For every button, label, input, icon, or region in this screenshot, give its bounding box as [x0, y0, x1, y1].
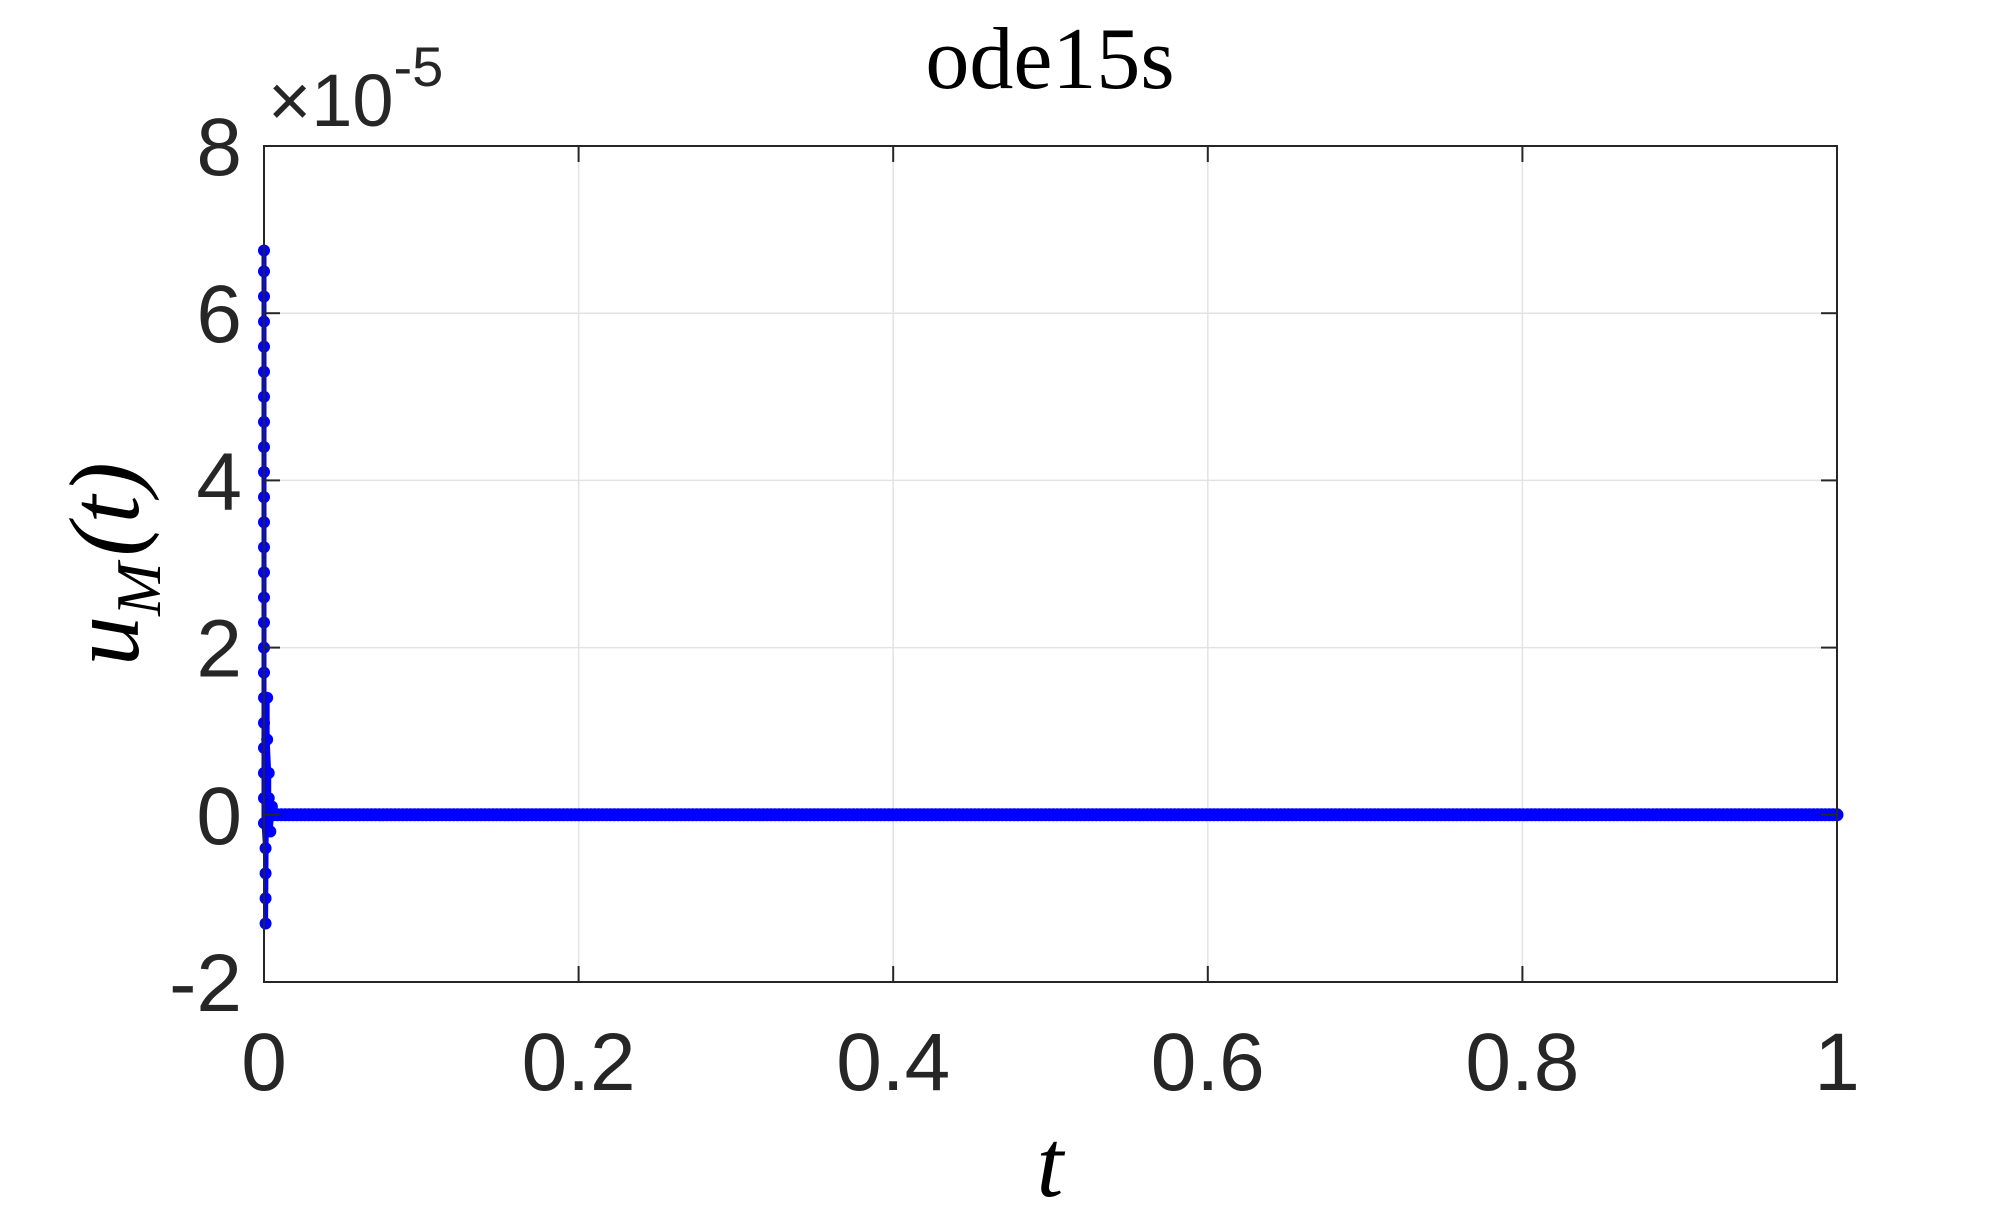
- y-tick-label: 8: [196, 102, 242, 193]
- x-tick-label: 0.2: [522, 1017, 636, 1108]
- x-tick-label: 0.8: [1465, 1017, 1579, 1108]
- y-tick-label: 0: [196, 771, 242, 862]
- x-tick-label: 0.6: [1151, 1017, 1265, 1108]
- x-tick-label: 0.4: [836, 1017, 950, 1108]
- data-point: [259, 867, 272, 880]
- y-axis-label-arg: (t): [49, 462, 160, 556]
- y-axis-label-subscript: M: [103, 559, 174, 617]
- chart-title: ode15s: [925, 11, 1174, 108]
- y-tick-label: 2: [196, 604, 242, 695]
- plot-area: [264, 146, 1837, 982]
- data-point: [259, 892, 272, 905]
- y-tick-label: 4: [196, 436, 242, 527]
- ticks: [263, 145, 1838, 983]
- y-exponent-power: -5: [394, 35, 444, 98]
- data-point: [262, 767, 275, 779]
- y-axis-label: uM(t): [49, 462, 174, 666]
- axes-box: [263, 145, 1838, 983]
- y-exponent-label: ×10-5: [268, 35, 443, 142]
- data-point: [259, 842, 272, 855]
- x-axis-label: t: [1037, 1110, 1066, 1217]
- data-point: [261, 691, 274, 704]
- x-tick-label: 0: [241, 1017, 287, 1108]
- y-exponent-base: ×10: [268, 59, 394, 142]
- data-point: [259, 917, 272, 930]
- y-tick-label: -2: [169, 938, 242, 1029]
- y-axis-label-base: u: [49, 616, 160, 666]
- x-tick-label: 1: [1814, 1017, 1860, 1108]
- y-tick-label: 6: [196, 269, 242, 360]
- data-point: [264, 825, 277, 838]
- data-point: [261, 733, 274, 746]
